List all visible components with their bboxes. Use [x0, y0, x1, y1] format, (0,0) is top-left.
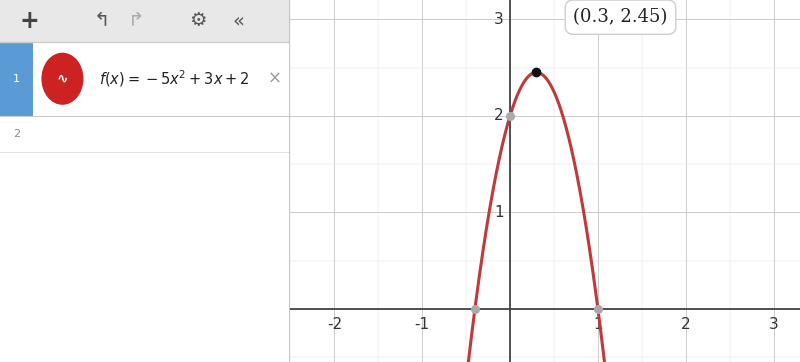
Text: 1: 1	[494, 205, 504, 220]
Text: $f(x) = -5x^2 + 3x + 2$: $f(x) = -5x^2 + 3x + 2$	[99, 68, 250, 89]
Text: 2: 2	[13, 129, 20, 139]
Text: 2: 2	[681, 317, 690, 332]
Text: ×: ×	[267, 70, 282, 88]
Text: -2: -2	[326, 317, 342, 332]
Text: (0.3, 2.45): (0.3, 2.45)	[574, 8, 668, 26]
FancyBboxPatch shape	[0, 42, 34, 116]
Circle shape	[42, 53, 82, 104]
Text: ↱: ↱	[128, 11, 145, 30]
Text: -1: -1	[414, 317, 430, 332]
Text: 3: 3	[769, 317, 778, 332]
Text: ∿: ∿	[57, 72, 68, 86]
Text: ↰: ↰	[94, 11, 110, 30]
FancyBboxPatch shape	[34, 42, 290, 116]
Text: «: «	[232, 11, 244, 30]
Text: +: +	[19, 9, 39, 33]
Text: 2: 2	[494, 108, 504, 123]
Text: 1: 1	[13, 74, 20, 84]
Text: 1: 1	[593, 317, 602, 332]
FancyBboxPatch shape	[0, 0, 290, 42]
Text: 3: 3	[494, 12, 504, 27]
Text: ⚙: ⚙	[189, 11, 206, 30]
